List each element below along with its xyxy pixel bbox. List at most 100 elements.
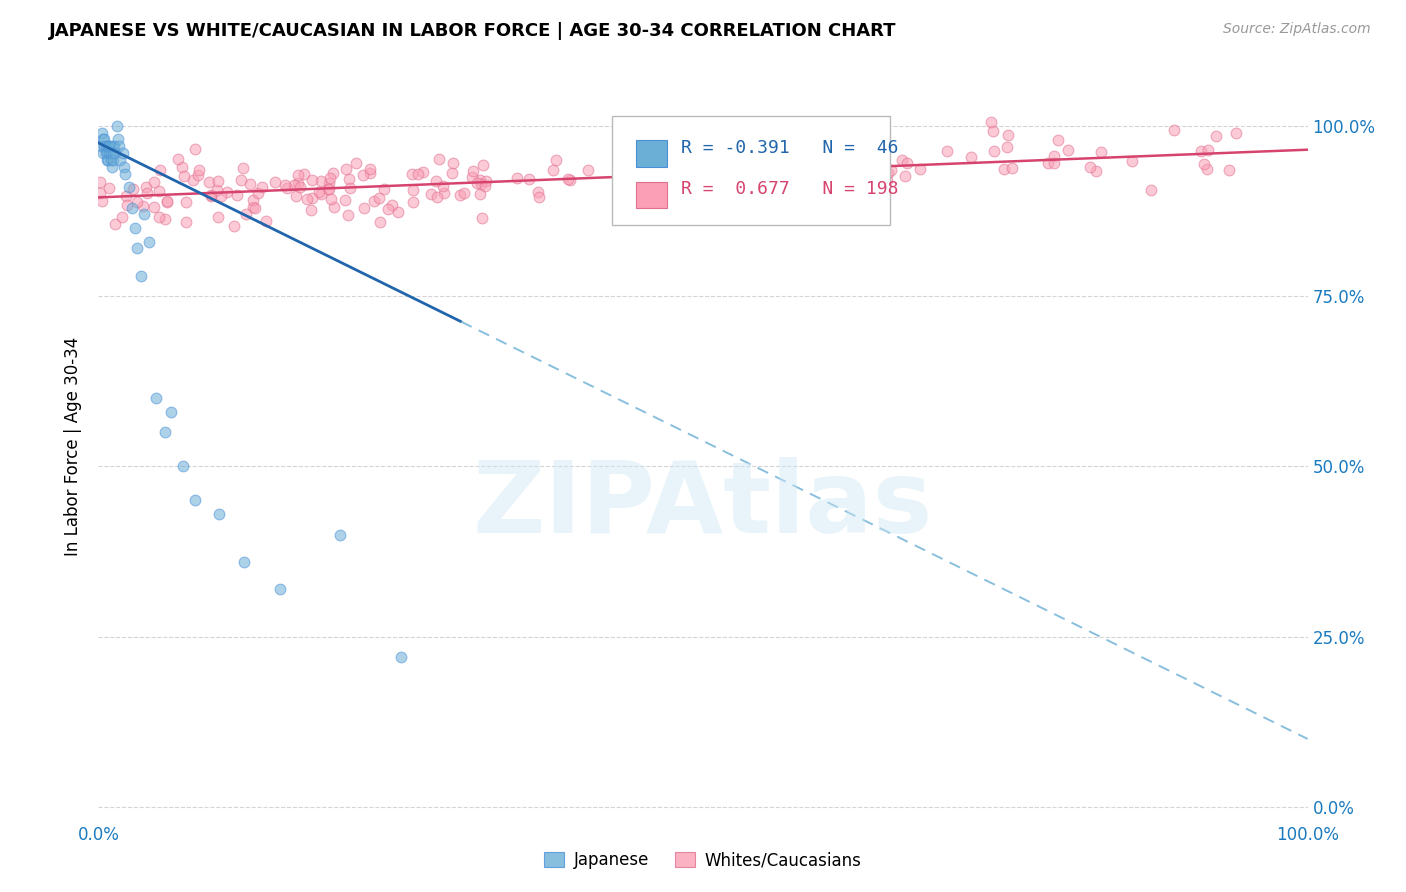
Point <box>283 178 305 193</box>
Point <box>810 171 832 186</box>
Point <box>630 203 652 218</box>
Point <box>129 268 152 283</box>
Point <box>527 190 550 204</box>
Point <box>1121 154 1143 169</box>
Point <box>402 183 425 197</box>
Point <box>631 161 654 176</box>
Point <box>981 124 1004 138</box>
Point <box>98 146 121 161</box>
Point <box>993 161 1015 176</box>
Point <box>368 191 391 205</box>
Point <box>112 160 135 174</box>
Point <box>337 172 360 186</box>
Point <box>299 203 322 218</box>
Text: Source: ZipAtlas.com: Source: ZipAtlas.com <box>1223 22 1371 37</box>
Point <box>145 392 167 406</box>
Point <box>174 194 197 209</box>
Point <box>239 177 262 191</box>
Point <box>173 169 195 184</box>
Point <box>243 201 266 215</box>
Point <box>200 188 222 202</box>
Point <box>433 186 456 200</box>
Point <box>339 181 361 195</box>
Point <box>620 176 643 190</box>
Point <box>778 161 800 176</box>
Point <box>108 153 131 167</box>
Point <box>200 188 222 202</box>
Point <box>1084 163 1107 178</box>
Point <box>284 189 307 203</box>
Point <box>287 176 309 190</box>
Point <box>96 146 118 161</box>
Point <box>353 201 375 215</box>
Point <box>647 163 669 178</box>
Point <box>1046 133 1069 147</box>
Point <box>322 166 344 180</box>
Point <box>318 176 340 190</box>
Point <box>290 180 312 194</box>
Point <box>980 115 1002 129</box>
Point <box>997 128 1019 142</box>
Point <box>134 207 156 221</box>
Point <box>359 162 381 177</box>
Point <box>700 173 723 187</box>
Point <box>104 217 127 231</box>
Point <box>94 139 117 153</box>
Point <box>94 146 117 161</box>
Point <box>100 160 122 174</box>
Point <box>90 139 112 153</box>
Point <box>117 198 139 212</box>
Point <box>224 219 246 233</box>
Point <box>97 181 120 195</box>
Point <box>294 167 316 181</box>
Point <box>876 165 898 179</box>
FancyBboxPatch shape <box>637 140 666 167</box>
Point <box>751 143 773 157</box>
Point <box>662 160 685 174</box>
Point <box>655 167 678 181</box>
Point <box>124 221 146 235</box>
Point <box>866 143 889 157</box>
Point <box>187 168 209 182</box>
Point <box>205 183 228 197</box>
Point <box>470 186 492 201</box>
Point <box>188 163 211 178</box>
Point <box>686 161 709 175</box>
Point <box>786 138 808 153</box>
Point <box>441 155 464 169</box>
Point <box>412 165 434 179</box>
Point <box>474 179 496 194</box>
Point <box>387 204 409 219</box>
Point <box>426 190 449 204</box>
Point <box>1197 143 1219 157</box>
Point <box>828 155 851 169</box>
Point <box>127 242 149 256</box>
Point <box>541 163 564 178</box>
Point <box>526 185 548 199</box>
Point <box>121 201 143 215</box>
Point <box>699 162 721 177</box>
Point <box>368 214 391 228</box>
Point <box>319 192 342 206</box>
Point <box>453 186 475 201</box>
Point <box>287 169 309 183</box>
Point <box>156 194 179 208</box>
Point <box>775 169 797 183</box>
Point <box>295 192 318 206</box>
Point <box>1192 157 1215 171</box>
Point <box>103 139 125 153</box>
Point <box>235 207 257 221</box>
Point <box>352 168 374 182</box>
Point <box>720 170 742 185</box>
Point <box>269 582 291 596</box>
Point <box>242 200 264 214</box>
Point <box>97 153 120 167</box>
Point <box>91 126 114 140</box>
Point <box>432 178 454 193</box>
Point <box>737 147 759 161</box>
Point <box>309 186 332 201</box>
Point <box>172 459 194 474</box>
Point <box>893 169 915 184</box>
Point <box>1191 144 1213 158</box>
Point <box>983 144 1005 158</box>
